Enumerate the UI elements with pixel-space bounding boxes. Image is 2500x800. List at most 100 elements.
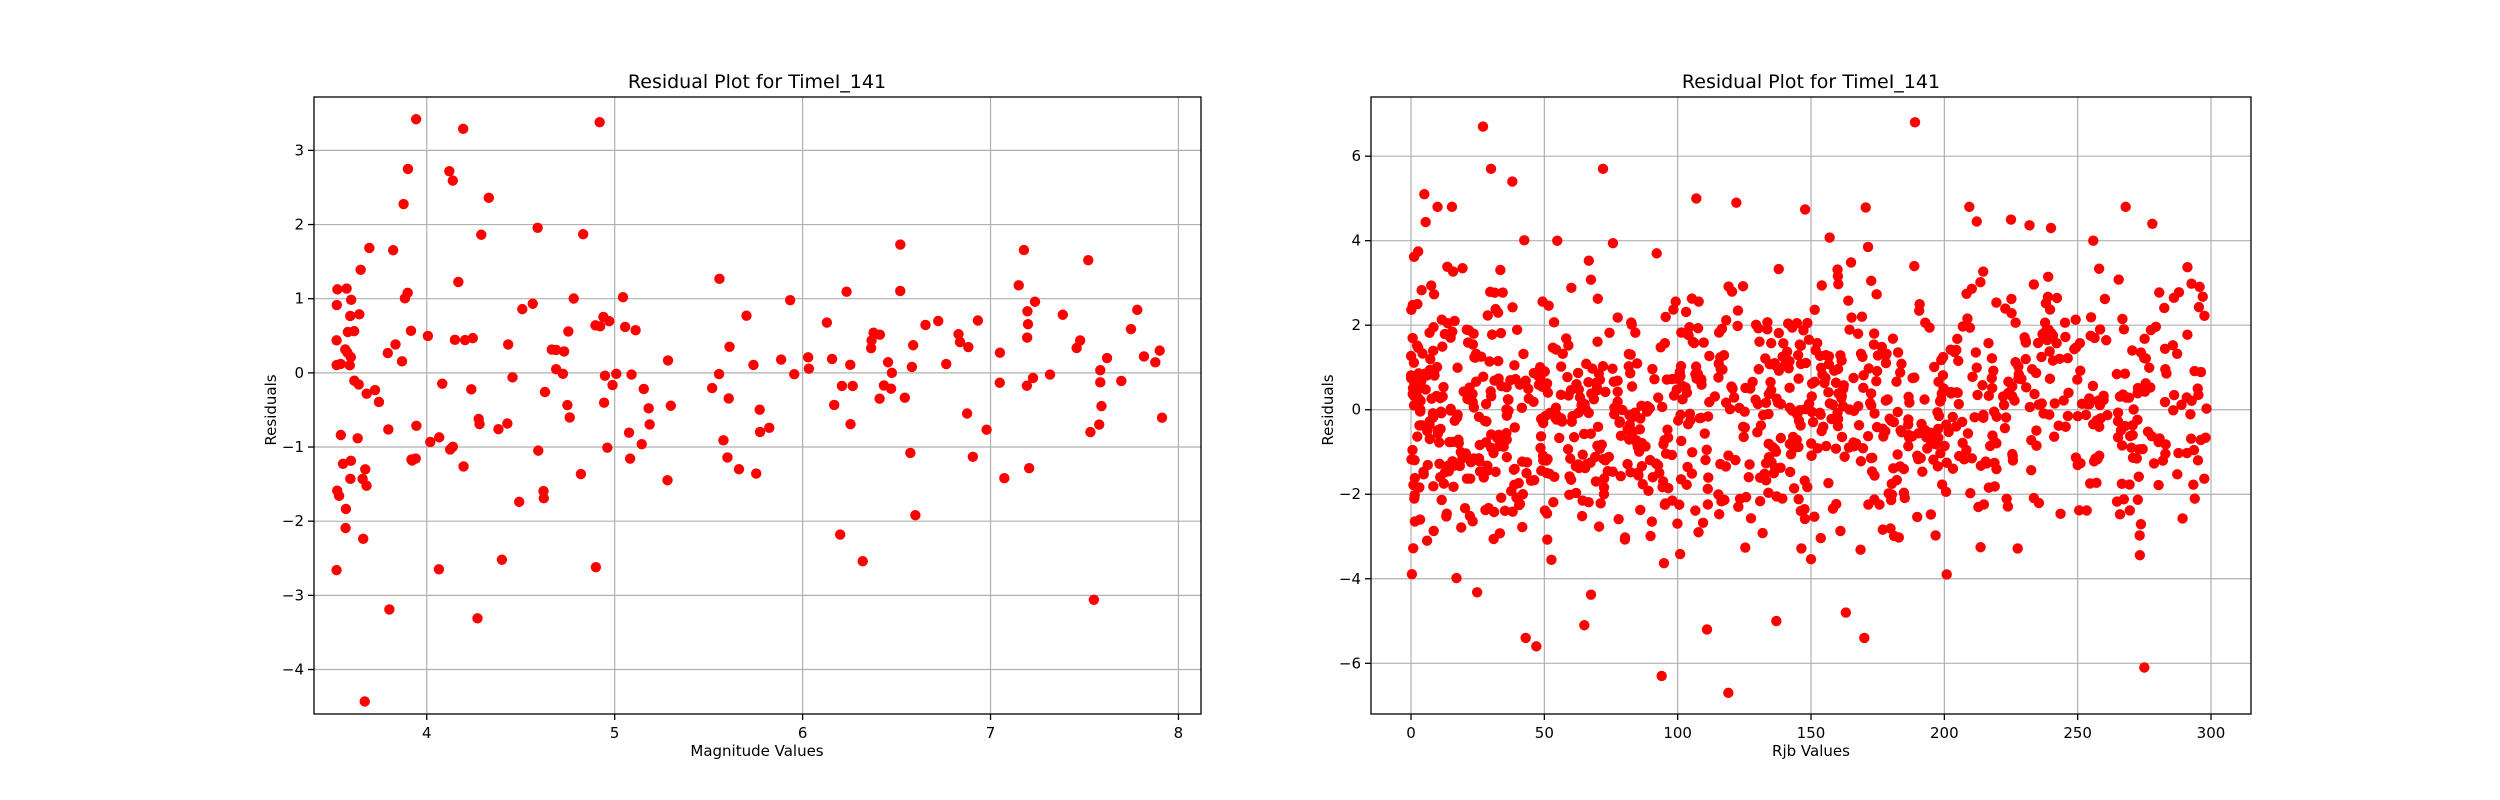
right-chart-point [1754,336,1765,347]
right-chart-point [1794,339,1805,350]
right-chart-point [2111,368,2123,380]
right-chart-point [2167,340,2179,351]
right-chart-point [1412,246,1424,257]
right-chart-point [1660,311,1671,323]
right-chart-point [2026,465,2037,476]
right-chart-point [1563,390,1574,401]
right-chart-point [1442,261,1453,272]
right-chart-point [1407,299,1418,311]
right-chart-point [2091,415,2102,426]
right-chart-point [2024,401,2036,413]
right-chart-point [1723,687,1734,699]
right-chart-point [1428,525,1439,537]
left-chart-point [594,321,606,332]
right-chart-point [1535,431,1547,442]
right-chart-point [2115,425,2127,436]
right-chart-point [1622,458,1633,470]
right-chart-point [1704,350,1715,362]
right-chart-point [1740,491,1752,503]
right-chart-point [1862,241,1874,253]
right-chart-point [1949,346,1960,358]
right-chart-point [1858,382,1869,394]
right-chart-point [1695,412,1707,423]
right-chart-point [1585,274,1597,285]
left-chart-point [1022,319,1034,330]
right-chart-point [1809,376,1820,388]
right-chart-point [1407,444,1418,456]
right-chart-point [1740,542,1751,553]
right-chart-point [1406,568,1418,580]
left-chart-point [449,334,461,346]
right-chart-point [1514,498,1526,510]
right-chart-point [1428,481,1439,492]
left-chart-point [354,309,365,320]
left-chart-point [458,461,469,472]
right-chart-point [1743,471,1754,483]
right-chart-point [1668,304,1679,315]
right-chart-point [1658,439,1669,450]
left-chart-ytick-label: 3 [294,141,304,159]
right-chart-point [1929,361,1940,373]
right-chart-point [2154,287,2165,298]
left-chart-point [1138,351,1150,362]
right-chart-point [2182,262,2193,273]
left-chart-point [399,293,411,304]
right-chart-point [2118,324,2130,335]
left-chart-point [754,404,765,415]
right-chart-point [1917,466,1928,477]
left-chart-point [789,368,800,380]
right-chart-point [1983,390,1995,402]
right-chart-point [1855,348,1867,359]
right-chart-point [1592,421,1604,433]
right-chart-title: Residual Plot for TimeI_141 [1682,71,1940,93]
left-chart-point [434,432,445,443]
right-chart-point [2195,366,2207,378]
right-chart-point [1903,391,1914,403]
right-chart-point [1555,361,1567,372]
right-chart-point [1771,615,1782,627]
left-chart-point [1095,377,1106,388]
right-chart-point [1418,466,1429,478]
left-chart-point [594,117,605,128]
right-chart-point [1407,332,1418,344]
left-chart-point [384,604,395,615]
right-chart-ylabel: Residuals [1319,374,1337,445]
left-chart-point [895,285,906,297]
right-chart-point [1744,459,1755,470]
right-chart-point [2185,409,2196,420]
right-chart-point [1458,386,1469,397]
right-chart-point [1406,454,1417,465]
right-chart-point [1607,466,1618,477]
right-chart-point [1585,589,1597,600]
left-chart-xlabel: Magnitude Values [690,742,823,760]
left-chart-point [398,198,409,210]
right-chart-point [2049,398,2060,409]
right-chart-point [1519,235,1530,246]
left-chart-point [847,380,858,392]
left-chart-point [636,438,647,450]
right-chart-point [1617,404,1628,416]
right-chart-point [1930,530,1941,541]
right-chart-point [2182,329,2193,340]
right-chart-point [1548,497,1559,508]
right-chart-point [1860,202,1871,213]
right-chart-point [1934,396,1946,407]
right-chart-point [1419,189,1430,200]
right-chart-point [1724,404,1736,415]
left-chart-point [882,357,894,368]
left-chart-point [348,325,360,337]
right-chart-xtick-label: 300 [2197,724,2226,742]
right-chart-point [1869,494,1880,505]
left-chart-point [1023,463,1035,474]
right-chart-point [1494,528,1506,539]
right-chart-point [1684,322,1695,333]
right-chart-point [1864,397,1876,409]
right-chart-point [1623,348,1635,360]
right-chart-point [2139,662,2150,673]
right-chart-point [2186,278,2197,289]
right-chart-point [1572,459,1584,470]
right-chart-point [1795,505,1807,517]
right-chart-point [1782,318,1794,329]
right-chart-point [1484,356,1495,367]
right-chart-point [1542,534,1553,545]
